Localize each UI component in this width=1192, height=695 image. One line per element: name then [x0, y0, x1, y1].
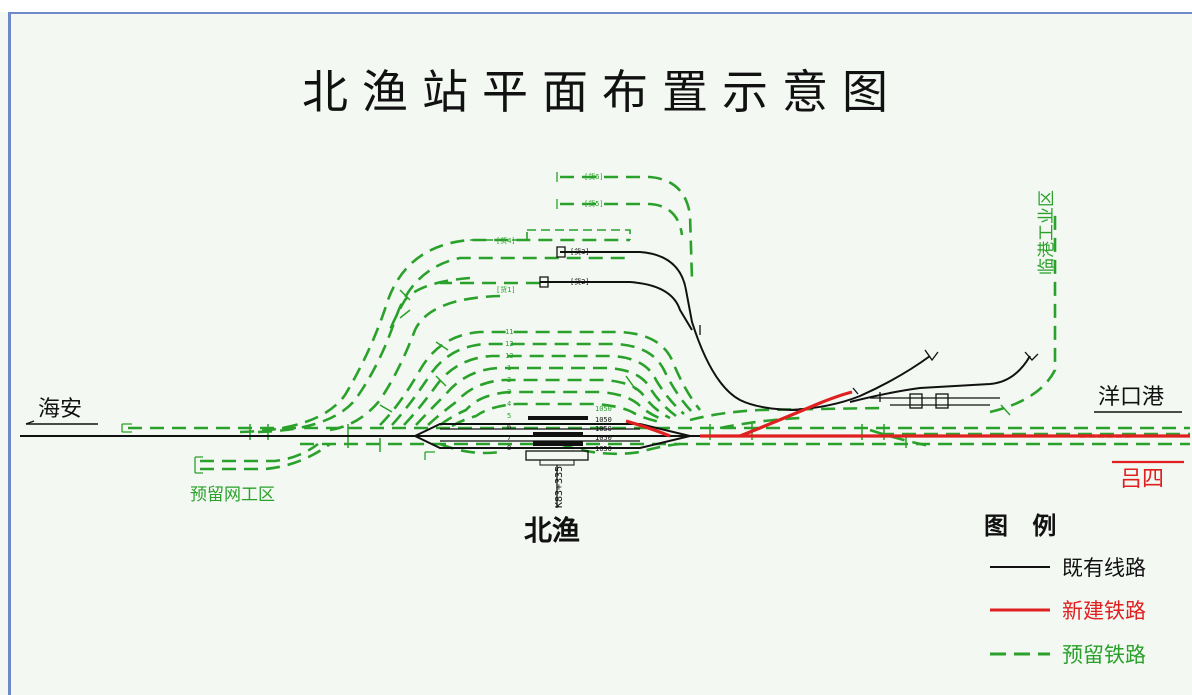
reserved-yard-track-2 [427, 378, 671, 426]
reserved-east-link-3 [869, 428, 931, 448]
platform-blocks [525, 393, 949, 508]
reserved-yard-track-1 [415, 366, 677, 426]
place-label-east: 洋口港 [1098, 385, 1164, 410]
track-number: 3 [507, 388, 511, 396]
bottom-buffer-stop [424, 451, 435, 460]
legend-label-reserved: 预留铁路 [1062, 643, 1146, 667]
west-buffer-stop [121, 423, 132, 433]
reserved-east-link-2 [719, 416, 801, 430]
new-yard-link [625, 419, 671, 438]
window-border-top [8, 12, 1192, 14]
track-number: 2 [507, 376, 511, 384]
reserved-siding-huo4-stub [470, 230, 528, 241]
platform-length: 1050 [595, 445, 612, 453]
place-label-east-new: 吕四 [1120, 467, 1164, 492]
depot-buffer-stop [194, 456, 203, 474]
track-number: 7 [507, 434, 511, 442]
existing-east-branch-1 [789, 355, 931, 411]
west-label-arrow [25, 420, 35, 425]
siding-labels: [货6] [货5] [货4] [货3] [货2] [货1] [496, 172, 604, 294]
track-number: 6 [507, 423, 511, 431]
new-east-connection [739, 390, 853, 438]
reserved-turnout-ticks [249, 289, 1011, 452]
reserved-yard-track-3 [439, 390, 665, 427]
legend-label-existing: 既有线路 [1062, 556, 1146, 580]
reserved-depot-spur-1 [200, 442, 319, 463]
reserved-yard-track-11 [379, 330, 702, 426]
legend-title: 图 例 [984, 512, 1064, 540]
platform-length: 1050 [595, 405, 612, 413]
station-name: 北渔 [524, 514, 580, 547]
platform-length: 1050 [595, 416, 612, 424]
track-number: 12 [505, 340, 513, 348]
reserved-industrial-line [989, 210, 1057, 414]
place-label-industrial: 临港工业区 [1037, 190, 1057, 275]
window-border-left [8, 12, 11, 695]
siding-label-huo3: [货2] [570, 277, 590, 286]
siding-label-huo5: [货5] [584, 199, 604, 208]
existing-tracks [20, 246, 1039, 449]
reserved-siding-huo6 [560, 175, 694, 281]
reserved-goods-loop-4 [329, 294, 501, 432]
diagram-title: 北渔站平面布置示意图 [302, 65, 902, 119]
legend-label-new: 新建铁路 [1062, 599, 1146, 623]
existing-goods-huo3 [540, 281, 693, 331]
place-label-west: 海安 [38, 397, 82, 422]
reserved-depot-spur-2 [200, 442, 331, 471]
track-number: 11 [505, 328, 513, 336]
platform-length: 1050 [595, 425, 612, 433]
track-number: 8 [507, 444, 511, 452]
window-top-margin [0, 0, 1192, 12]
existing-yard-lower [414, 435, 691, 449]
platform-lengths: 1050 1050 1050 1050 1050 [595, 405, 612, 453]
existing-east-branch-2 [849, 355, 1031, 403]
reserved-east-link-1 [689, 406, 881, 422]
reserved-goods-loop-outer [239, 238, 630, 434]
existing-goods-huo4 [560, 251, 801, 411]
reserved-goods-loop-3 [388, 276, 471, 331]
siding-label-huo4-reserved: [货4] [496, 236, 516, 245]
station-mileage: K83+335 [554, 466, 565, 508]
reserved-siding-huo5 [560, 202, 684, 236]
platform-length: 1050 [595, 434, 612, 442]
track-numbers: 11 12 13 1 2 3 4 5 6 7 8 [505, 328, 513, 452]
siding-label-huo1: [货1] [496, 285, 516, 294]
reserved-tracks [121, 172, 1190, 474]
huo4-buffer [556, 246, 566, 258]
east-branch-ends [924, 349, 1039, 362]
reserved-bottom-stub [439, 442, 501, 455]
siding-label-huo6: [货6] [584, 172, 604, 181]
existing-yard-upper [414, 423, 691, 437]
legend: 图 例 既有线路 新建铁路 预留铁路 [984, 512, 1146, 667]
reserved-siding-huo4-top [527, 229, 631, 240]
track-number: 13 [505, 352, 513, 360]
existing-turnout-ticks [699, 325, 881, 402]
track-number: 5 [507, 412, 511, 420]
place-label-depot: 预留网工区 [190, 485, 275, 505]
siding-label-huo4: [货3] [570, 247, 590, 256]
track-number: 4 [507, 400, 511, 408]
track-number: 1 [507, 364, 511, 372]
huo3-buffer [539, 276, 549, 288]
reserved-bottom-loop [559, 442, 681, 456]
reserved-yard-track-13 [403, 354, 685, 426]
new-tracks [625, 390, 1190, 464]
